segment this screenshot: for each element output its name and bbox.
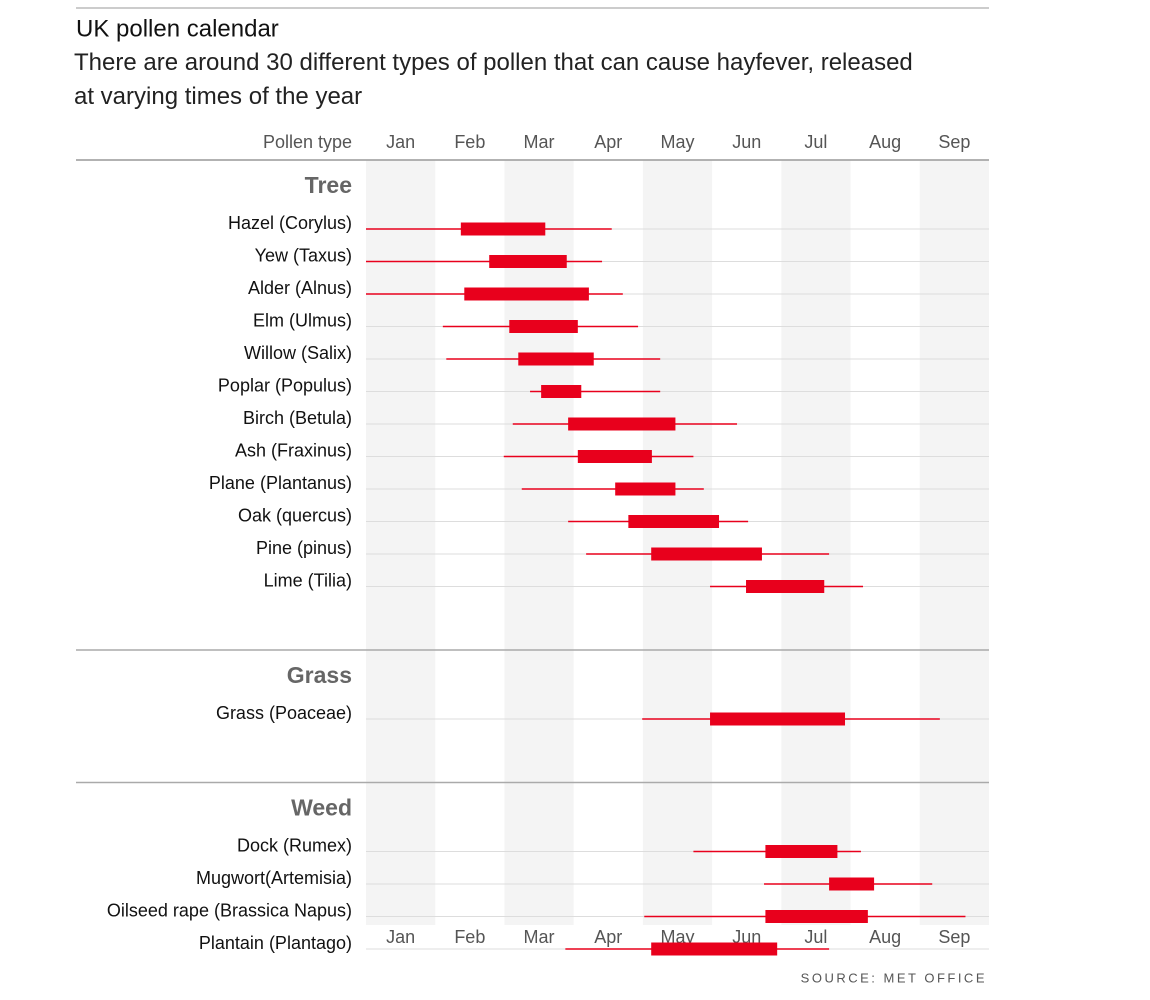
peak-bar: [710, 712, 846, 726]
row-label: Oak (quercus): [238, 505, 352, 525]
x-tick-label: Apr: [594, 927, 622, 947]
row-label: Oilseed rape (Brassica Napus): [107, 900, 352, 920]
month-band: [642, 160, 713, 925]
row-label: Plane (Plantanus): [209, 473, 352, 493]
x-tick-label: Jan: [386, 132, 415, 152]
row-label: Poplar (Populus): [218, 375, 352, 395]
x-tick-label: Sep: [938, 132, 970, 152]
peak-bar: [651, 942, 778, 956]
month-band: [781, 160, 851, 925]
x-tick-label: Jan: [386, 927, 415, 947]
x-tick-label: Apr: [594, 132, 622, 152]
x-tick-label: Feb: [454, 132, 485, 152]
peak-bar: [509, 320, 578, 333]
x-tick-label: Jun: [732, 927, 761, 947]
x-tick-label: Feb: [454, 927, 485, 947]
month-band: [504, 160, 574, 925]
peak-bar: [541, 385, 582, 398]
source: SOURCE: MET OFFICE: [801, 970, 987, 985]
chart-title: UK pollen calendar: [76, 15, 279, 42]
x-tick-label: Mar: [524, 927, 555, 947]
x-tick-label: Jul: [804, 132, 827, 152]
x-tick-label: Jul: [804, 927, 827, 947]
x-tick-label: Mar: [524, 132, 555, 152]
row-label: Grass (Poaceae): [216, 703, 352, 723]
group-label: Grass: [287, 662, 352, 688]
x-tick-label: Sep: [938, 927, 970, 947]
x-tick-label: Jun: [732, 132, 761, 152]
row-label: Willow (Salix): [244, 343, 352, 363]
peak-bar: [518, 352, 594, 366]
peak-bar: [651, 547, 762, 561]
peak-bar: [464, 287, 589, 301]
row-label: Hazel (Corylus): [228, 213, 352, 233]
row-label: Plantain (Plantago): [199, 933, 352, 953]
peak-bar: [460, 222, 546, 236]
month-band: [366, 160, 436, 925]
peak-bar: [615, 482, 676, 496]
chart-subtitle: There are around 30 different types of p…: [74, 49, 913, 110]
x-tick-label: Aug: [869, 927, 901, 947]
peak-bar: [765, 845, 838, 858]
x-tick-label: May: [660, 132, 694, 152]
row-label: Yew (Taxus): [255, 245, 352, 265]
group-label: Weed: [291, 795, 352, 821]
row-header: Pollen type: [263, 132, 352, 152]
peak-bar: [628, 515, 720, 528]
group-label: Tree: [305, 172, 352, 198]
peak-bar: [829, 877, 875, 891]
peak-bar: [568, 417, 676, 431]
row-label: Dock (Rumex): [237, 835, 352, 855]
x-tick-label: Aug: [869, 132, 901, 152]
row-label: Ash (Fraxinus): [235, 440, 352, 460]
row-label: Elm (Ulmus): [253, 310, 352, 330]
row-label: Pine (pinus): [256, 538, 352, 558]
subtitle-box: There are around 30 different types of p…: [74, 49, 913, 110]
peak-bar: [489, 255, 567, 268]
row-label: Mugwort(Artemisia): [196, 868, 352, 888]
x-tick-label: May: [660, 927, 694, 947]
peak-bar: [577, 450, 652, 463]
row-label: Alder (Alnus): [248, 278, 352, 298]
row-label: Birch (Betula): [243, 408, 352, 428]
peak-bar: [765, 910, 868, 923]
month-band: [919, 160, 989, 925]
peak-bar: [746, 580, 825, 593]
row-label: Lime (Tilia): [264, 570, 352, 590]
